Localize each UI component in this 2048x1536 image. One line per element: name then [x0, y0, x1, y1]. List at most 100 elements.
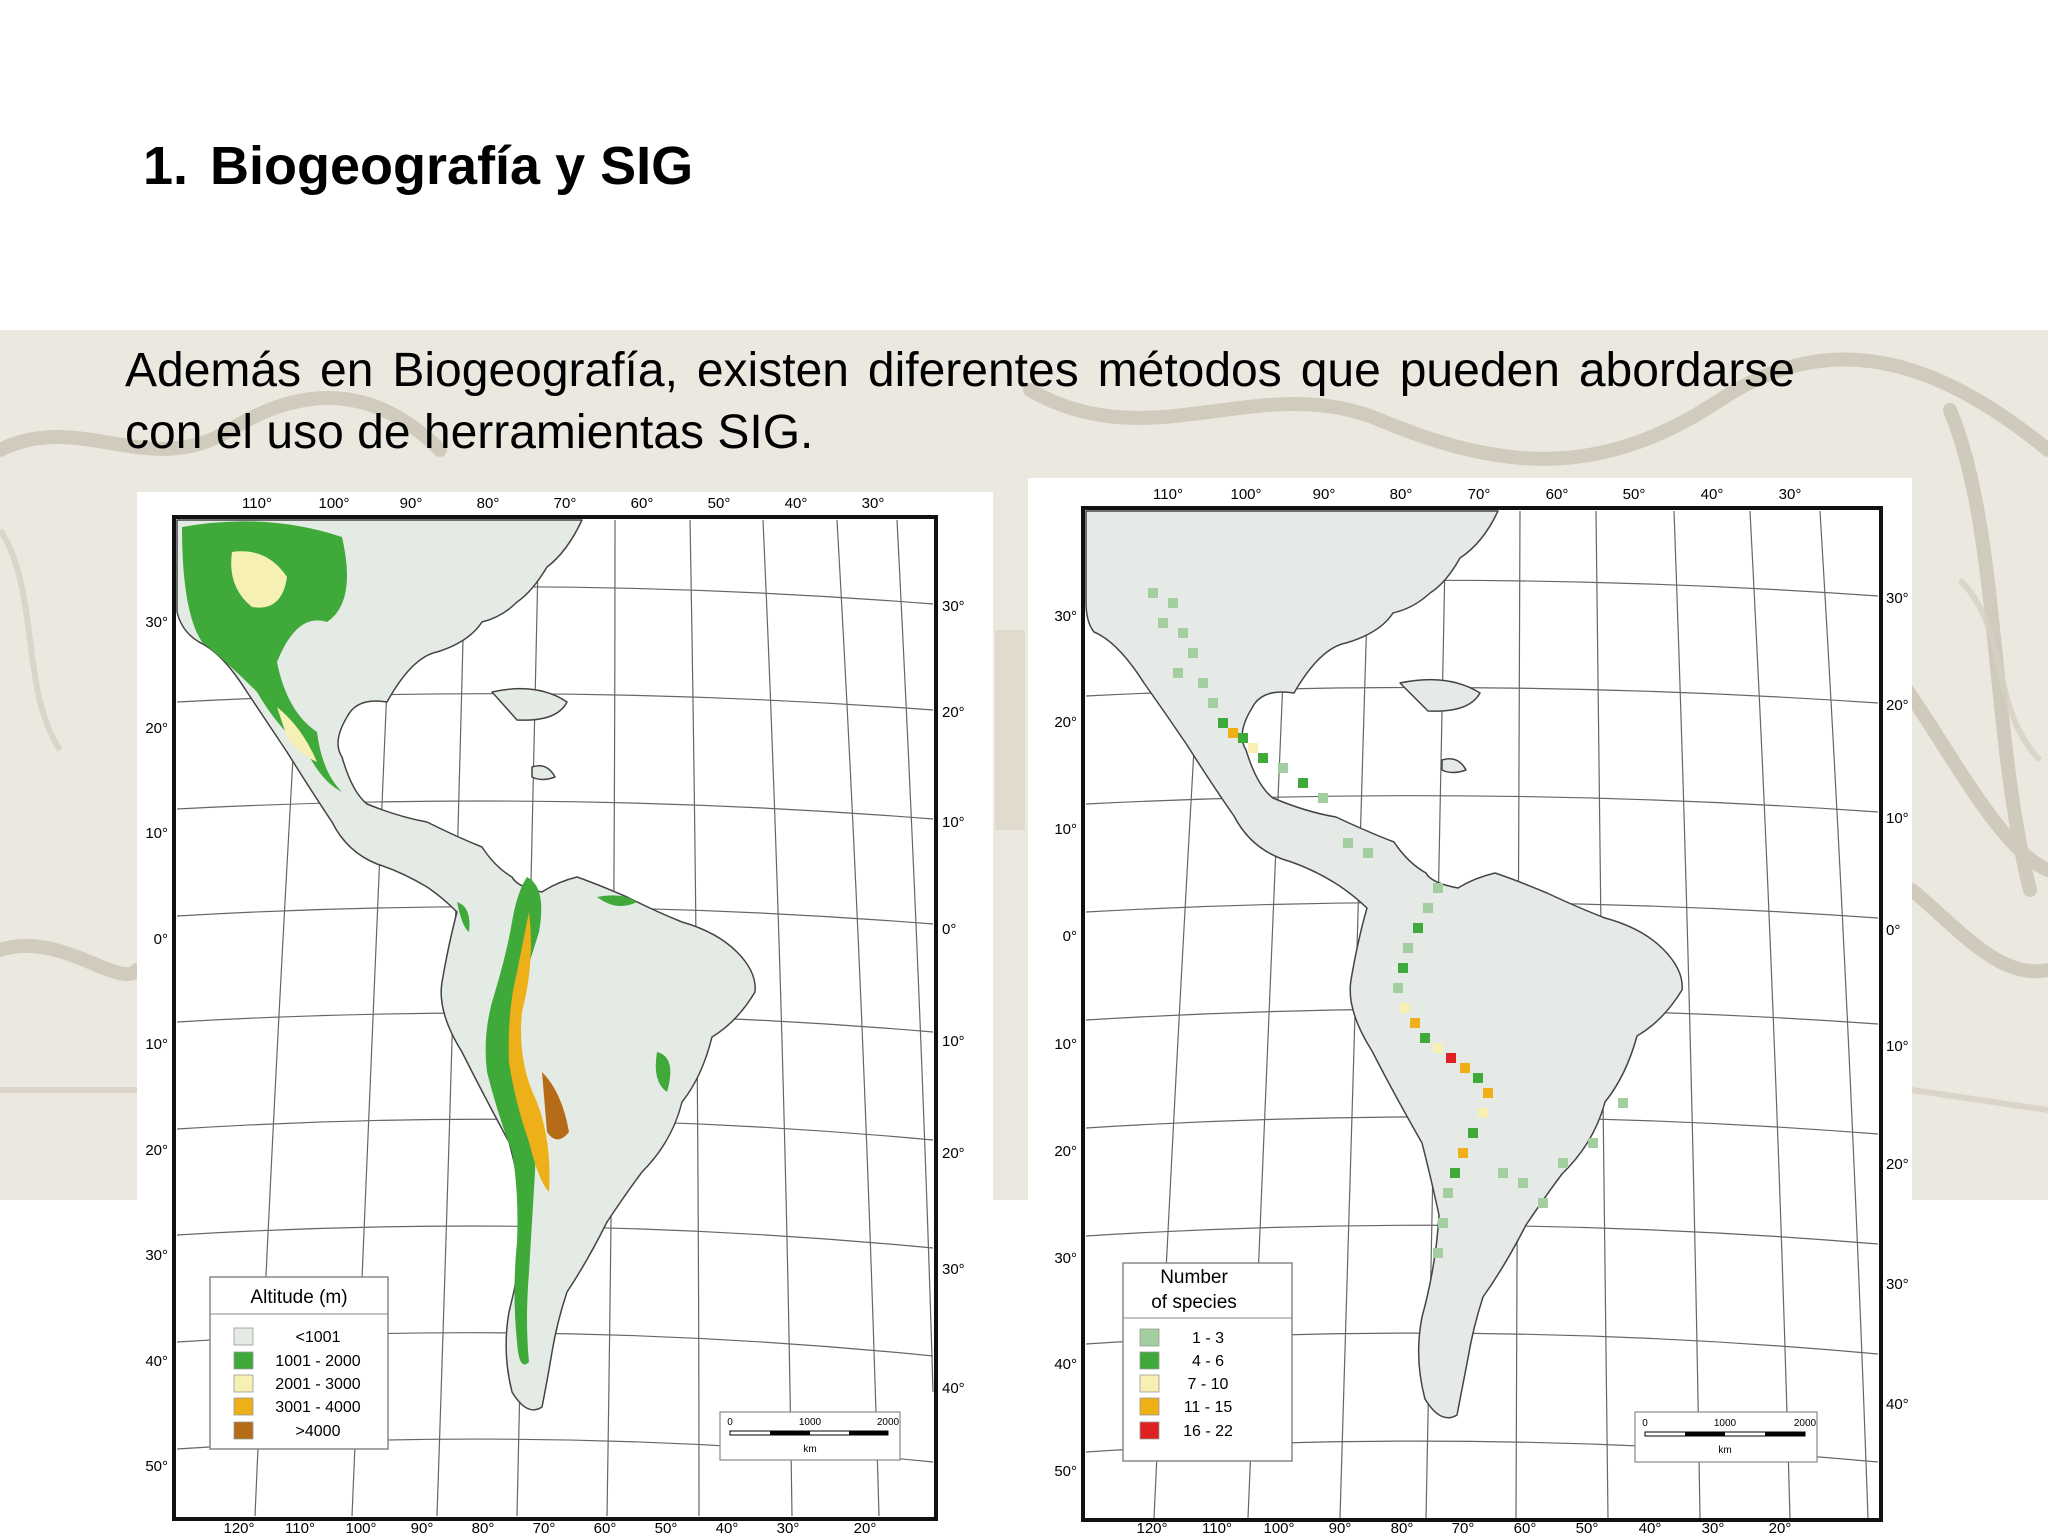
lon-label: 60°: [594, 1520, 617, 1536]
lon-label: 110°: [285, 1520, 315, 1536]
map-legend: Altitude (m) <1001 1001 - 2000 2001 - 30…: [209, 1276, 389, 1450]
lon-label: 90°: [400, 495, 423, 512]
lat-label: 0°: [1063, 928, 1077, 945]
lon-label: 50°: [708, 495, 731, 512]
legend-label: 3001 - 4000: [275, 1399, 361, 1416]
lat-label: 20°: [942, 1145, 965, 1162]
lon-label: 110°: [1153, 486, 1183, 503]
legend-swatch: [1139, 1421, 1160, 1440]
lon-label: 80°: [472, 1520, 495, 1536]
legend-swatch: [1139, 1328, 1160, 1347]
lon-label: 100°: [1263, 1520, 1294, 1536]
legend-swatch: [1139, 1374, 1160, 1393]
legend-swatch: [233, 1397, 254, 1416]
lat-label: 30°: [1054, 1250, 1077, 1267]
lat-label: 10°: [942, 814, 965, 831]
lat-label: 20°: [145, 720, 168, 737]
lat-label: 10°: [145, 1036, 168, 1053]
lon-label: 20°: [854, 1520, 877, 1536]
right-latitude-labels: 30° 20° 10° 0° 10° 20° 30° 40°: [942, 598, 965, 1397]
lon-label: 120°: [1136, 1520, 1167, 1536]
lat-label: 10°: [145, 825, 168, 842]
legend-label: 2001 - 3000: [275, 1376, 361, 1393]
scale-tick: 1000: [799, 1417, 822, 1428]
elevation-highlands: [182, 521, 671, 1365]
lat-label: 40°: [145, 1353, 168, 1370]
lon-label: 80°: [477, 495, 500, 512]
lat-label: 0°: [942, 921, 956, 938]
lon-label: 100°: [318, 495, 349, 512]
lon-label: 60°: [631, 495, 654, 512]
bottom-longitude-labels: 120° 110° 100° 90° 80° 70° 60° 50° 40° 3…: [223, 1520, 876, 1536]
lat-label: 40°: [942, 1380, 965, 1397]
lon-label: 70°: [1452, 1520, 1475, 1536]
slide-title: 1. Biogeografía y SIG: [143, 135, 693, 197]
lat-label: 20°: [1054, 1143, 1077, 1160]
legend-swatch: [233, 1421, 254, 1440]
lon-label: 90°: [1329, 1520, 1352, 1536]
scale-unit: km: [1718, 1445, 1731, 1456]
scale-bar: 0 1000 2000 km: [1634, 1411, 1818, 1463]
lon-label: 110°: [242, 495, 272, 512]
altitude-map: 110° 100° 90° 80° 70° 60° 50° 40° 30° 12…: [137, 492, 993, 1536]
lon-label: 30°: [777, 1520, 800, 1536]
left-latitude-labels: 30° 20° 10° 0° 10° 20° 30° 40° 50°: [1054, 608, 1077, 1480]
species-richness-map: 110° 100° 90° 80° 70° 60° 50° 40° 30° 12…: [1028, 478, 1912, 1536]
legend-swatch: [1139, 1351, 1160, 1370]
lon-label: 30°: [1779, 486, 1802, 503]
lon-label: 110°: [1202, 1520, 1232, 1536]
legend-label: 1001 - 2000: [275, 1353, 361, 1370]
top-longitude-labels: 110° 100° 90° 80° 70° 60° 50° 40° 30°: [242, 495, 884, 512]
legend-swatch: [233, 1374, 254, 1393]
lon-label: 50°: [1576, 1520, 1599, 1536]
scale-tick: 0: [727, 1417, 733, 1428]
lat-label: 50°: [145, 1458, 168, 1475]
lon-label: 80°: [1390, 486, 1413, 503]
lon-label: 60°: [1546, 486, 1569, 503]
altitude-map-figure: 110° 100° 90° 80° 70° 60° 50° 40° 30° 12…: [145, 495, 965, 1536]
lon-label: 40°: [716, 1520, 739, 1536]
right-latitude-labels: 30° 20° 10° 0° 10° 20° 30° 40°: [1886, 590, 1909, 1413]
lon-label: 40°: [785, 495, 808, 512]
lat-label: 30°: [1886, 590, 1909, 607]
lon-label: 90°: [1313, 486, 1336, 503]
lon-label: 30°: [862, 495, 885, 512]
lat-label: 50°: [1054, 1463, 1077, 1480]
lat-label: 30°: [942, 1261, 965, 1278]
left-latitude-labels: 30° 20° 10° 0° 10° 20° 30° 40° 50°: [145, 614, 168, 1475]
lat-label: 30°: [1054, 608, 1077, 625]
lat-label: 10°: [1054, 1036, 1077, 1053]
legend-label: 11 - 15: [1184, 1399, 1233, 1416]
legend-label: <1001: [296, 1329, 341, 1346]
lat-label: 40°: [1054, 1356, 1077, 1373]
legend-label: 4 - 6: [1192, 1353, 1224, 1370]
lon-label: 40°: [1701, 486, 1724, 503]
lat-label: 20°: [1886, 1156, 1909, 1173]
slide-title-number: 1.: [143, 136, 189, 196]
legend-swatch: [233, 1351, 254, 1370]
species-richness-cells: [1148, 588, 1628, 1258]
lat-label: 10°: [1886, 1038, 1909, 1055]
lat-label: 40°: [1886, 1396, 1909, 1413]
legend-label: 1 - 3: [1192, 1330, 1224, 1347]
lon-label: 70°: [1468, 486, 1491, 503]
lon-label: 70°: [533, 1520, 556, 1536]
lat-label: 10°: [1054, 821, 1077, 838]
scale-bar: 0 1000 2000 km: [719, 1411, 901, 1461]
intro-paragraph: Además en Biogeografía, existen diferent…: [125, 344, 1795, 459]
lon-label: 40°: [1639, 1520, 1662, 1536]
lat-label: 30°: [145, 1247, 168, 1264]
lat-label: 0°: [1886, 922, 1900, 939]
lon-label: 20°: [1769, 1520, 1792, 1536]
lat-label: 20°: [1886, 697, 1909, 714]
lat-label: 30°: [942, 598, 965, 615]
lat-label: 0°: [154, 931, 168, 948]
lon-label: 100°: [345, 1520, 376, 1536]
lon-label: 50°: [1623, 486, 1646, 503]
lon-label: 80°: [1391, 1520, 1414, 1536]
lat-label: 20°: [1054, 714, 1077, 731]
lat-label: 10°: [1886, 810, 1909, 827]
scale-tick: 2000: [877, 1417, 900, 1428]
lat-label: 30°: [1886, 1276, 1909, 1293]
lon-label: 90°: [411, 1520, 434, 1536]
